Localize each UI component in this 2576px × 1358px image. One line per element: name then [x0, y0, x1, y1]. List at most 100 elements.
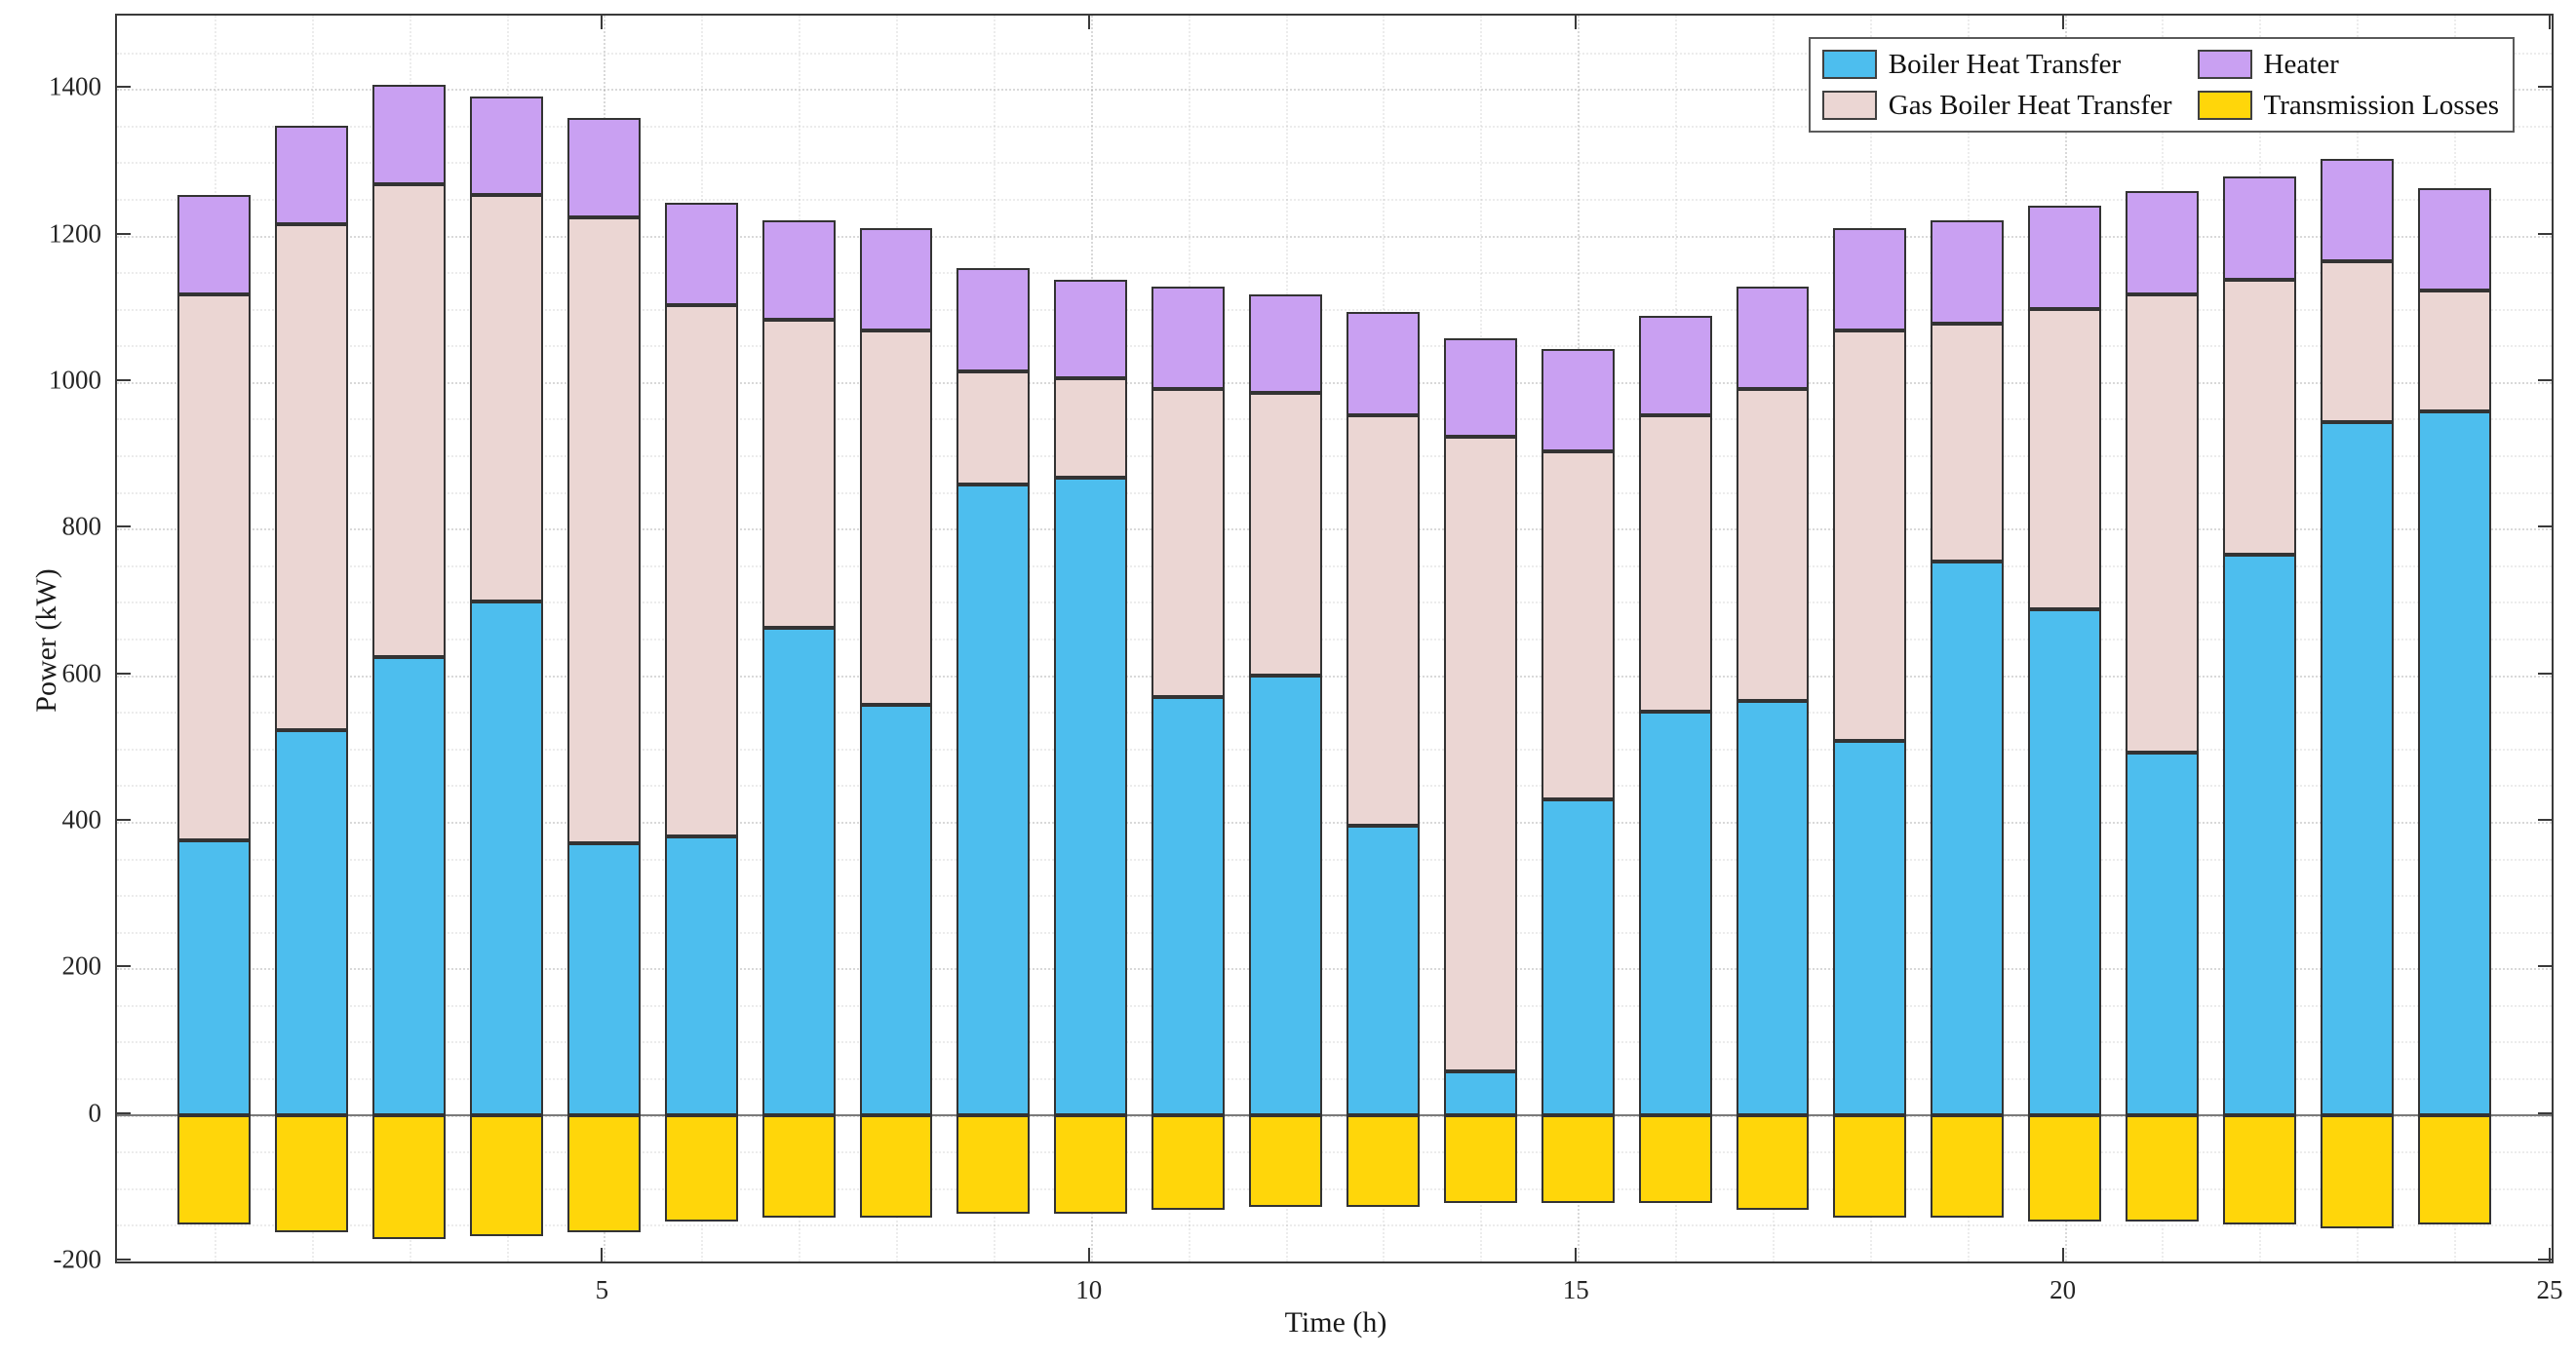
bar-segment-heater-h6: [664, 202, 738, 305]
bar-segment-boiler-heat-transfer-h16: [1638, 712, 1712, 1115]
bar-segment-gas-boiler-heat-transfer-h4: [470, 195, 543, 602]
y-tick-label: 1000: [49, 365, 101, 395]
y-minor-gridline: [117, 308, 2552, 311]
y-minor-gridline: [117, 1004, 2552, 1007]
y-tick-label: 400: [61, 804, 102, 834]
bar-segment-boiler-heat-transfer-h24: [2417, 410, 2491, 1115]
plot-area: Boiler Heat Transfer Gas Boiler Heat Tran…: [115, 14, 2554, 1263]
bar-segment-heater-h14: [1443, 337, 1517, 438]
bar-segment-heater-h18: [1833, 228, 1907, 331]
y-major-gridline: [117, 381, 2552, 384]
bar-segment-heater-h11: [1151, 287, 1226, 390]
x-tick-label: 20: [2049, 1275, 2077, 1304]
bar-segment-boiler-heat-transfer-h8: [859, 704, 933, 1115]
y-minor-gridline: [117, 272, 2552, 275]
bar-segment-gas-boiler-heat-transfer-h12: [1249, 393, 1322, 676]
bar-segment-transmission-losses-h22: [2222, 1114, 2296, 1225]
x-tick-label: 5: [595, 1275, 609, 1304]
legend-item: Heater: [2197, 49, 2499, 80]
y-tick: [117, 525, 131, 528]
y-tick: [117, 378, 131, 381]
bar-segment-transmission-losses-h9: [956, 1114, 1031, 1215]
y-minor-gridline: [117, 345, 2552, 348]
bar-segment-transmission-losses-h2: [275, 1114, 349, 1232]
bar-segment-boiler-heat-transfer-h3: [372, 656, 447, 1115]
y-tick-right: [2538, 378, 2552, 381]
bar-segment-transmission-losses-h5: [566, 1114, 641, 1232]
y-minor-gridline: [117, 858, 2552, 861]
bar-segment-transmission-losses-h24: [2417, 1114, 2491, 1225]
y-tick-right: [2538, 86, 2552, 89]
bar-segment-heater-h16: [1638, 316, 1712, 415]
x-tick-top: [1087, 16, 1090, 29]
bar-segment-boiler-heat-transfer-h6: [664, 835, 738, 1115]
bar-segment-transmission-losses-h4: [470, 1114, 543, 1236]
bar-segment-gas-boiler-heat-transfer-h18: [1833, 330, 1907, 742]
x-tick-top: [2549, 16, 2551, 29]
legend-swatch: [1821, 91, 1877, 120]
y-minor-gridline: [117, 162, 2552, 165]
y-tick-right: [2538, 965, 2552, 968]
y-minor-gridline: [117, 748, 2552, 751]
bar-segment-transmission-losses-h18: [1833, 1114, 1907, 1218]
bar-segment-transmission-losses-h19: [1931, 1114, 2005, 1218]
y-minor-gridline: [117, 418, 2552, 421]
bar-segment-boiler-heat-transfer-h14: [1443, 1070, 1517, 1115]
bar-segment-boiler-heat-transfer-h4: [470, 601, 543, 1115]
y-major-gridline: [117, 1114, 2552, 1117]
y-minor-gridline: [117, 712, 2552, 715]
bar-segment-gas-boiler-heat-transfer-h13: [1346, 414, 1420, 826]
y-minor-gridline: [117, 52, 2552, 55]
y-minor-gridline: [117, 1151, 2552, 1154]
x-tick: [1087, 1248, 1090, 1261]
y-tick-right: [2538, 818, 2552, 821]
x-tick-label: 25: [2536, 1275, 2563, 1304]
bar-segment-heater-h7: [761, 220, 836, 320]
y-minor-gridline: [117, 639, 2552, 640]
bar-segment-boiler-heat-transfer-h22: [2222, 554, 2296, 1115]
bar-segment-boiler-heat-transfer-h21: [2126, 752, 2199, 1115]
bar-segment-gas-boiler-heat-transfer-h24: [2417, 290, 2491, 411]
y-tick-label: 1200: [49, 218, 101, 249]
bar-segment-boiler-heat-transfer-h23: [2320, 422, 2394, 1115]
bar-segment-heater-h17: [1736, 287, 1810, 390]
y-major-gridline: [117, 89, 2552, 92]
y-minor-gridline: [117, 931, 2552, 934]
x-tick-top: [2061, 16, 2064, 29]
legend-label: Heater: [2263, 49, 2339, 80]
y-minor-gridline: [117, 455, 2552, 458]
y-tick-right: [2538, 232, 2552, 235]
bar-segment-gas-boiler-heat-transfer-h23: [2320, 260, 2394, 423]
legend-item: Boiler Heat Transfer: [1821, 49, 2172, 80]
bar-segment-transmission-losses-h8: [859, 1114, 933, 1218]
bar-segment-gas-boiler-heat-transfer-h7: [761, 319, 836, 628]
bar-segment-gas-boiler-heat-transfer-h8: [859, 330, 933, 705]
legend-label: Gas Boiler Heat Transfer: [1888, 90, 2172, 121]
y-minor-gridline: [117, 198, 2552, 201]
bar-segment-transmission-losses-h17: [1736, 1114, 1810, 1211]
bar-segment-heater-h24: [2417, 187, 2491, 291]
bar-segment-boiler-heat-transfer-h10: [1054, 477, 1128, 1115]
y-minor-gridline: [117, 491, 2552, 494]
y-axis-label: Power (kW): [30, 568, 62, 713]
y-tick-label: 800: [61, 511, 102, 541]
y-minor-gridline: [117, 1078, 2552, 1081]
bar-segment-heater-h3: [372, 85, 447, 184]
bar-segment-transmission-losses-h20: [2028, 1114, 2102, 1222]
bar-segment-boiler-heat-transfer-h1: [177, 839, 252, 1115]
bar-segment-gas-boiler-heat-transfer-h16: [1638, 414, 1712, 713]
y-tick: [117, 86, 131, 89]
legend-label: Boiler Heat Transfer: [1888, 49, 2122, 80]
bar-segment-heater-h12: [1249, 293, 1322, 394]
bar-segment-transmission-losses-h6: [664, 1114, 738, 1222]
legend-item: Gas Boiler Heat Transfer: [1821, 90, 2172, 121]
y-minor-gridline: [117, 895, 2552, 898]
y-tick-right: [2538, 1111, 2552, 1114]
y-tick-label: 0: [88, 1098, 102, 1128]
legend-swatch: [1821, 50, 1877, 79]
bar-segment-transmission-losses-h7: [761, 1114, 836, 1218]
bar-segment-heater-h2: [275, 125, 349, 225]
bar-segment-transmission-losses-h11: [1151, 1114, 1226, 1211]
bar-segment-transmission-losses-h14: [1443, 1114, 1517, 1203]
